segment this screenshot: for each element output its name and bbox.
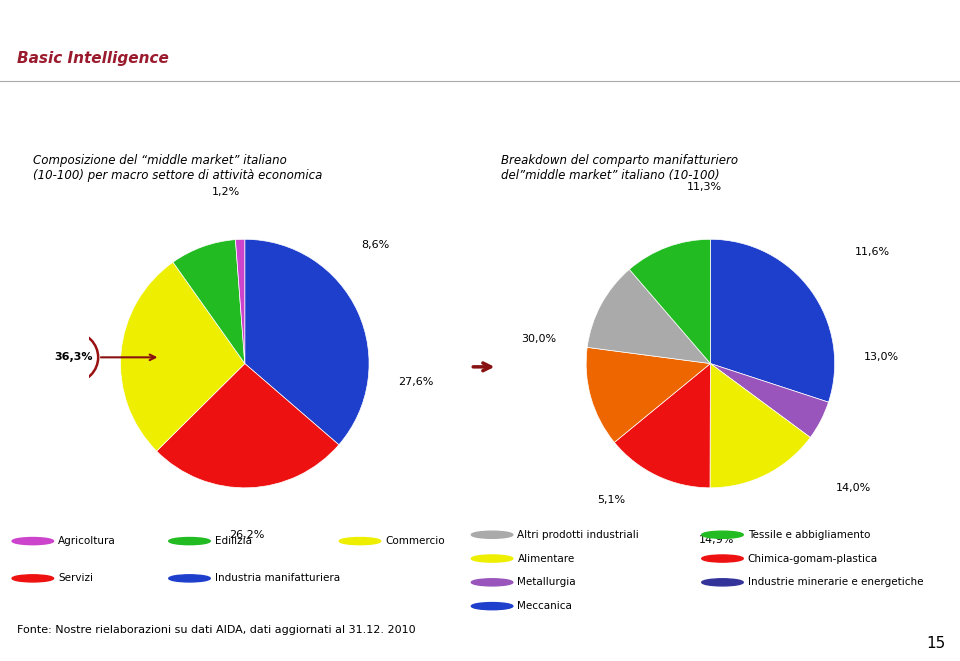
Text: Servizi: Servizi — [59, 573, 93, 584]
Circle shape — [12, 537, 54, 545]
Circle shape — [471, 603, 513, 609]
Wedge shape — [121, 262, 245, 451]
Text: 1,2%: 1,2% — [212, 187, 240, 197]
Wedge shape — [710, 239, 834, 402]
Circle shape — [169, 537, 210, 545]
Text: Progetto strategico: basic intelligence, visione e posizionamenti: Progetto strategico: basic intelligence,… — [17, 12, 698, 31]
Text: Edilizia: Edilizia — [215, 536, 252, 546]
Text: Basic Intelligence: Basic Intelligence — [17, 52, 169, 66]
Circle shape — [702, 579, 743, 586]
Text: Commercio: Commercio — [385, 536, 445, 546]
Circle shape — [471, 555, 513, 562]
Circle shape — [12, 575, 54, 582]
Text: 27,6%: 27,6% — [398, 377, 434, 387]
Text: Agricoltura: Agricoltura — [59, 536, 116, 546]
Circle shape — [339, 537, 381, 545]
Wedge shape — [235, 239, 245, 364]
Text: 5,1%: 5,1% — [597, 495, 625, 505]
Text: 14,9%: 14,9% — [699, 535, 734, 545]
Text: Industria manifatturiera: Industria manifatturiera — [215, 573, 340, 584]
Text: 26,2%: 26,2% — [229, 530, 265, 540]
Wedge shape — [588, 270, 710, 364]
Text: Tessile e abbigliamento: Tessile e abbigliamento — [748, 529, 870, 540]
Text: Alimentare: Alimentare — [517, 553, 575, 564]
Wedge shape — [710, 364, 828, 438]
Text: Metallurgia: Metallurgia — [517, 577, 576, 588]
Wedge shape — [630, 239, 710, 364]
Wedge shape — [173, 240, 245, 364]
Text: 14,0%: 14,0% — [836, 483, 871, 493]
Text: 8,6%: 8,6% — [361, 241, 390, 251]
Wedge shape — [710, 364, 810, 488]
Text: Breakdown del comparto manifatturiero
del”middle market” italiano (10-100): Breakdown del comparto manifatturiero de… — [501, 154, 738, 182]
Circle shape — [702, 555, 743, 562]
Text: 13,0%: 13,0% — [864, 352, 900, 362]
Circle shape — [169, 575, 210, 582]
Text: Chimica-gomam-plastica: Chimica-gomam-plastica — [748, 553, 878, 564]
Text: 11,3%: 11,3% — [686, 182, 722, 192]
Text: 12.  Identikit del Middle Market: segmentazione per settore
economico: 12. Identikit del Middle Market: segment… — [31, 96, 592, 134]
Text: Fonte: Nostre rielaborazioni su dati AIDA, dati aggiornati al 31.12. 2010: Fonte: Nostre rielaborazioni su dati AID… — [17, 625, 416, 635]
Circle shape — [471, 531, 513, 538]
Circle shape — [702, 531, 743, 538]
Text: 15: 15 — [926, 636, 946, 651]
Wedge shape — [245, 239, 369, 445]
Text: Industrie minerarie e energetiche: Industrie minerarie e energetiche — [748, 577, 924, 588]
Text: 30,0%: 30,0% — [521, 334, 557, 344]
Wedge shape — [614, 364, 710, 488]
Wedge shape — [587, 348, 710, 442]
Wedge shape — [156, 364, 339, 488]
Circle shape — [471, 579, 513, 586]
Text: 11,6%: 11,6% — [854, 247, 890, 256]
Text: 36,3%: 36,3% — [54, 352, 92, 362]
Text: Altri prodotti industriali: Altri prodotti industriali — [517, 529, 639, 540]
Text: Meccanica: Meccanica — [517, 601, 572, 611]
Text: Composizione del “middle market” italiano
(10-100) per macro settore di attività: Composizione del “middle market” italian… — [33, 154, 323, 182]
